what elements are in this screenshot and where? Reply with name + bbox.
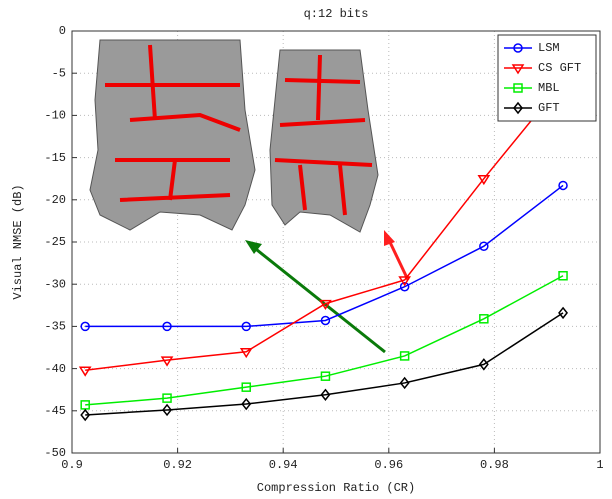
legend: LSM CS GFT MBL GFT	[498, 35, 596, 121]
y-tick-label: -20	[44, 193, 66, 207]
y-tick-label: -25	[44, 235, 66, 249]
y-tick-label: -35	[44, 320, 66, 334]
x-axis-label: Compression Ratio (CR)	[257, 481, 415, 495]
mesh-right	[270, 50, 378, 232]
y-tick-label: -40	[44, 362, 66, 376]
y-tick-label: -30	[44, 277, 66, 291]
mesh-shape	[270, 50, 378, 232]
y-axis-label: Visual NMSE (dB)	[11, 184, 25, 299]
x-tick-label: 0.9	[61, 458, 83, 472]
legend-label: GFT	[538, 101, 560, 115]
legend-label: MBL	[538, 81, 560, 95]
y-tick-label: -45	[44, 404, 66, 418]
x-tick-label: 0.92	[163, 458, 192, 472]
x-tick-label: 0.98	[480, 458, 509, 472]
x-tick-label: 0.96	[374, 458, 403, 472]
legend-label: CS GFT	[538, 61, 581, 75]
chart-title: q:12 bits	[304, 7, 369, 21]
y-tick-label: 0	[59, 24, 66, 38]
legend-label: LSM	[538, 41, 560, 55]
mesh-shape	[90, 40, 255, 230]
y-tick-label: -15	[44, 151, 66, 165]
y-tick-label: -5	[52, 66, 66, 80]
chart: q:12 bits Compression Ratio (CR) Visual …	[0, 0, 612, 499]
x-tick-label: 0.94	[269, 458, 298, 472]
y-tick-label: -10	[44, 109, 66, 123]
mesh-left	[90, 40, 255, 230]
x-tick-label: 1	[596, 458, 603, 472]
